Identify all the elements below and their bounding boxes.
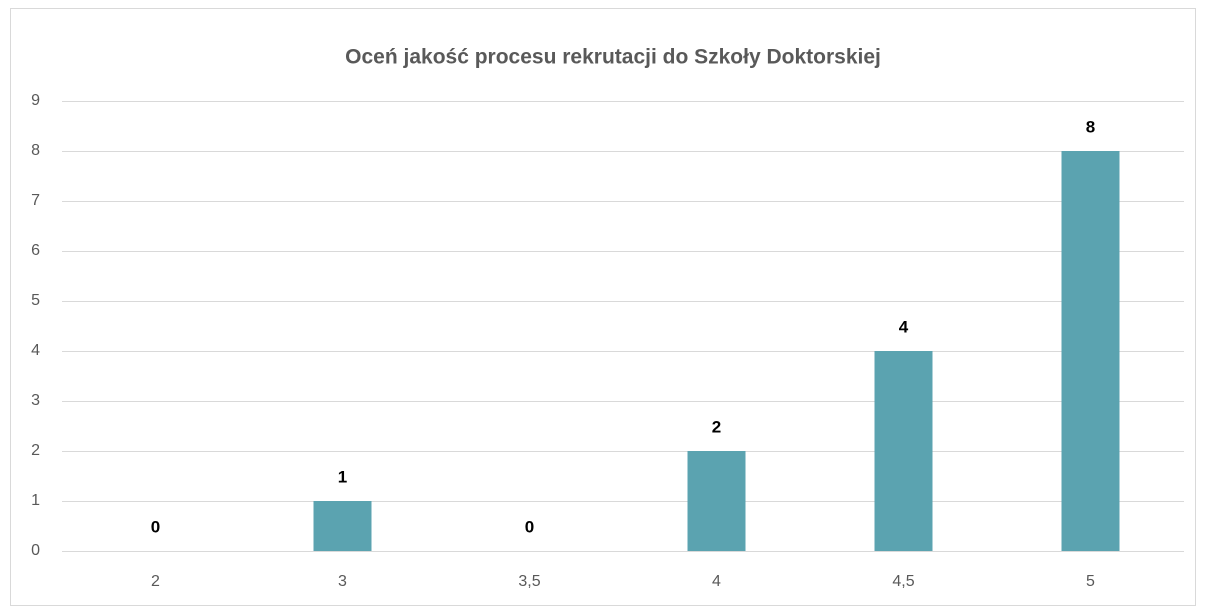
y-tick-label: 4 xyxy=(31,342,40,359)
y-tick-label: 0 xyxy=(31,542,40,559)
value-label: 4 xyxy=(899,317,909,336)
y-tick-label: 9 xyxy=(31,92,40,109)
x-tick-label: 5 xyxy=(1086,573,1095,590)
bar xyxy=(874,351,933,551)
bar xyxy=(313,501,372,551)
bar xyxy=(1061,151,1120,551)
y-tick-label: 2 xyxy=(31,442,40,459)
y-tick-label: 1 xyxy=(31,492,40,509)
bar xyxy=(687,451,746,551)
value-label: 0 xyxy=(525,517,534,536)
y-tick-label: 3 xyxy=(31,392,40,409)
y-tick-label: 6 xyxy=(31,242,40,259)
value-label: 0 xyxy=(151,517,160,536)
x-tick-label: 3,5 xyxy=(518,573,540,590)
value-label: 2 xyxy=(712,417,721,436)
y-tick-label: 7 xyxy=(31,192,40,209)
y-tick-label: 8 xyxy=(31,142,40,159)
chart-title: Oceń jakość procesu rekrutacji do Szkoły… xyxy=(345,46,881,69)
x-tick-label: 3 xyxy=(338,573,347,590)
x-tick-label: 4,5 xyxy=(892,573,914,590)
value-label: 1 xyxy=(338,467,347,486)
y-tick-label: 5 xyxy=(31,292,40,309)
x-tick-label: 2 xyxy=(151,573,160,590)
chart-frame xyxy=(10,8,1196,606)
value-label: 8 xyxy=(1086,117,1095,136)
x-tick-label: 4 xyxy=(712,573,721,590)
